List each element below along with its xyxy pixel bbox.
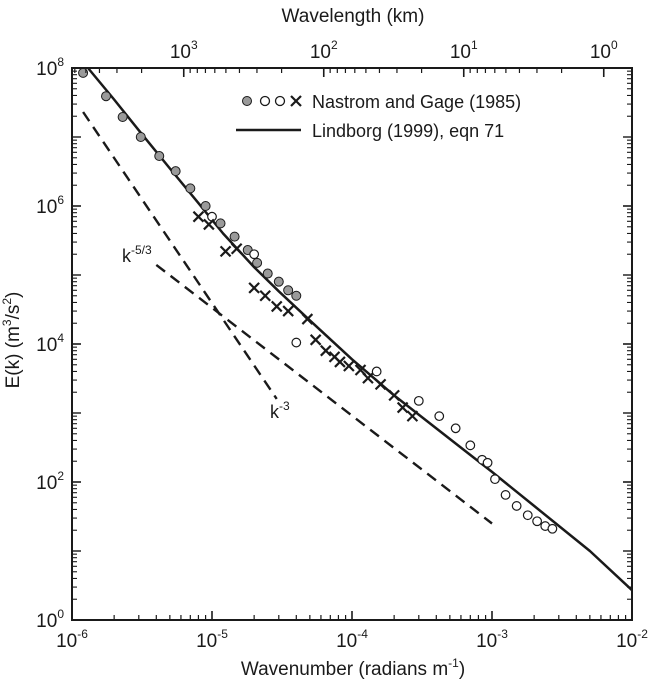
data-point-x [192,210,205,223]
data-point-x [396,401,409,414]
data-point-open-circle [522,510,533,521]
y-tick-label: 104 [36,331,64,356]
data-point-x [343,360,355,372]
y-tick-label: 106 [36,193,64,218]
y-tick-label: 100 [36,607,64,632]
data-point-open-circle [413,395,424,406]
data-point-x [362,372,374,384]
data-point-x [282,305,294,317]
legend-open-circle-marker-2 [274,95,286,107]
data-point-open-circle [371,366,382,377]
data-point-x [248,282,260,294]
data-point-filled-circle [170,166,181,177]
data-point-x [406,410,419,422]
data-point-x [334,356,346,368]
annotation-k-3: k-3 [270,399,290,422]
data-point-open-circle [532,516,543,527]
x2-axis-title: Wavelength (km) [282,6,425,27]
data-point-open-circle [547,523,558,534]
x-tick-label: 10-3 [476,627,508,652]
data-point-filled-circle [200,201,211,211]
data-point-open-circle [511,501,522,511]
data-point-filled-circle [117,111,128,122]
data-point-x [320,344,332,357]
legend-open-circle-marker [259,95,271,107]
data-point-open-circle [291,337,302,348]
data-point-open-circle [490,474,500,485]
x-tick-label: 10-2 [616,627,648,652]
y-tick-label: 108 [36,55,64,80]
y-tick-label: 102 [36,469,64,494]
legend-x-marker [290,95,302,107]
data-point-x [259,289,272,302]
data-point-filled-circle [135,132,146,142]
data-point-x [374,378,387,391]
data-point-open-circle [207,211,217,222]
data-point-open-circle [465,440,476,451]
dashed-slope-line [155,263,493,525]
data-point-x [219,245,232,258]
data-point-filled-circle [273,276,284,287]
data-point-x [309,334,322,346]
x-axis-title: Wavenumber (radians m-1) [241,656,465,680]
data-point-filled-circle [262,268,273,279]
legend-filled-circle-marker [242,96,252,106]
data-point-open-circle [482,457,493,468]
data-point-filled-circle [154,151,165,162]
x-tick-label: 10-6 [56,627,88,652]
data-point-x [230,242,243,255]
x2-tick-label: 100 [590,38,618,63]
data-point-filled-circle [215,218,226,229]
annotation-k-5-3: k-5/3 [122,243,152,266]
data-point-filled-circle [185,183,196,194]
x-tick-label: 10-4 [336,627,368,652]
data-point-open-circle [249,249,260,260]
legend-label-nastrom: Nastrom and Gage (1985) [312,92,521,112]
x2-tick-label: 101 [450,38,478,63]
x2-tick-label: 102 [310,38,338,63]
data-point-open-circle [450,423,461,434]
data-point-filled-circle [229,231,240,242]
data-point-x [388,389,400,402]
data-point-x [301,313,314,325]
x-tick-label: 10-5 [196,627,228,652]
data-point-x [270,300,283,313]
data-point-filled-circle [252,257,263,268]
legend: Nastrom and Gage (1985) Lindborg (1999),… [236,92,521,141]
lindborg-line [87,67,633,592]
dashed-slope-line [82,111,278,400]
data-point-x [203,218,215,231]
legend-label-lindborg: Lindborg (1999), eqn 71 [312,121,504,141]
y-axis-title: E(k) (m3/s2) [0,292,24,389]
ticks-layer: 10-6 10-5 10-4 10-3 10-2 103 102 101 100 100 102 10… [36,38,648,652]
data-point-filled-circle [291,290,302,301]
series-layer [78,67,633,592]
data-point-open-circle [434,411,445,422]
data-point-open-circle [500,490,511,500]
data-point-filled-circle [101,91,112,102]
data-point-filled-circle [283,285,294,296]
x2-tick-label: 103 [170,38,198,63]
